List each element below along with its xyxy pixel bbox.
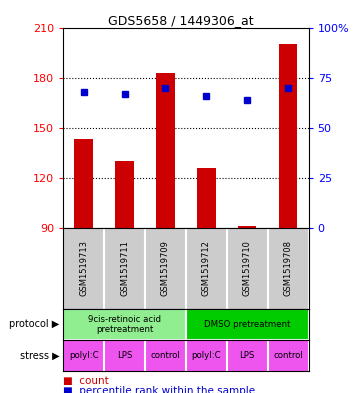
Bar — [156, 73, 175, 228]
Text: protocol ▶: protocol ▶ — [9, 319, 60, 329]
Text: polyI:C: polyI:C — [69, 351, 99, 360]
Text: LPS: LPS — [240, 351, 255, 360]
Text: ■  percentile rank within the sample: ■ percentile rank within the sample — [63, 386, 255, 393]
Bar — [63, 309, 186, 340]
Bar — [238, 226, 256, 228]
Text: GSM1519710: GSM1519710 — [243, 240, 252, 296]
Text: GDS5658 / 1449306_at: GDS5658 / 1449306_at — [108, 14, 253, 27]
Bar — [186, 309, 309, 340]
Text: control: control — [273, 351, 303, 360]
Text: GSM1519709: GSM1519709 — [161, 240, 170, 296]
Bar — [74, 140, 93, 228]
Text: stress ▶: stress ▶ — [20, 351, 60, 361]
Bar — [115, 161, 134, 228]
Text: ■  count: ■ count — [63, 376, 109, 386]
Bar — [197, 168, 216, 228]
Text: DMSO pretreatment: DMSO pretreatment — [204, 320, 291, 329]
Text: GSM1519713: GSM1519713 — [79, 240, 88, 296]
Text: 9cis-retinoic acid
pretreatment: 9cis-retinoic acid pretreatment — [88, 314, 161, 334]
Bar — [279, 44, 297, 228]
Text: GSM1519711: GSM1519711 — [120, 240, 129, 296]
Text: LPS: LPS — [117, 351, 132, 360]
Text: GSM1519712: GSM1519712 — [202, 240, 211, 296]
Text: GSM1519708: GSM1519708 — [284, 240, 293, 296]
Text: polyI:C: polyI:C — [192, 351, 221, 360]
Text: control: control — [151, 351, 180, 360]
